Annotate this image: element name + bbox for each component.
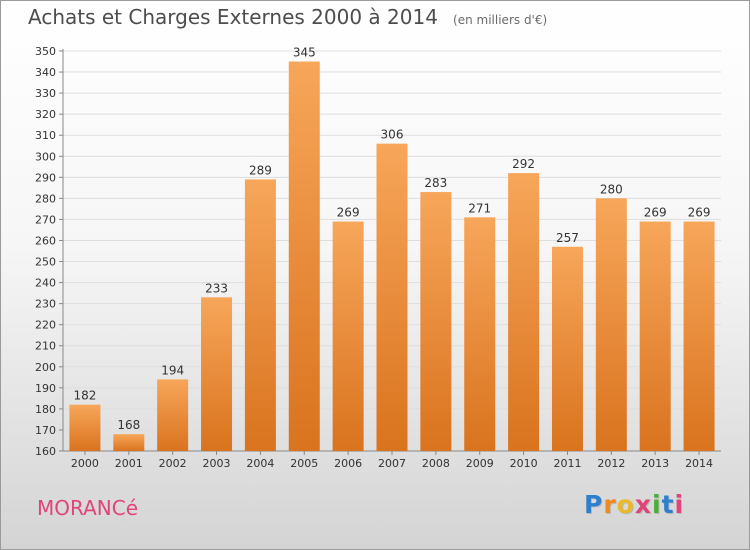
labels: 182 2000 168 2001 194 2002 233 2003 289 2004 345 20… <box>71 46 713 470</box>
bars <box>69 61 715 452</box>
brand-letter: x <box>634 490 652 519</box>
data-label: 306 <box>381 128 404 142</box>
bar <box>639 221 671 451</box>
bar <box>508 173 540 451</box>
data-label: 289 <box>249 163 272 177</box>
x-tick-label: 2014 <box>685 457 713 470</box>
x-tick-label: 2007 <box>378 457 406 470</box>
x-tick-label: 2008 <box>422 457 450 470</box>
y-tick-label: 340 <box>35 66 56 79</box>
data-label: 269 <box>644 206 667 220</box>
y-tick-label: 290 <box>35 171 56 184</box>
y-tick-label: 190 <box>35 382 56 395</box>
brand-letter: r <box>603 490 617 519</box>
y-tick-label: 250 <box>35 256 56 269</box>
data-label: 292 <box>512 157 535 171</box>
y-tick-label: 320 <box>35 108 56 121</box>
x-tick-label: 2013 <box>641 457 669 470</box>
data-label: 233 <box>205 281 228 295</box>
chart-subtitle: (en milliers d'€) <box>453 13 548 27</box>
brand-letter: t <box>661 490 675 519</box>
x-tick-label: 2012 <box>597 457 625 470</box>
bar <box>683 221 715 451</box>
x-tick-label: 2003 <box>203 457 231 470</box>
bar <box>113 434 145 451</box>
x-tick-label: 2005 <box>290 457 318 470</box>
x-tick-label: 2002 <box>159 457 187 470</box>
y-tick-label: 230 <box>35 298 56 311</box>
y-tick-label: 170 <box>35 424 56 437</box>
x-tick-label: 2011 <box>553 457 581 470</box>
y-tick-label: 240 <box>35 277 56 290</box>
x-tick-label: 2006 <box>334 457 362 470</box>
data-label: 269 <box>337 206 360 220</box>
x-tick-label: 2001 <box>115 457 143 470</box>
brand-letter: i <box>674 490 685 519</box>
data-label: 269 <box>688 206 711 220</box>
y-tick-label: 260 <box>35 234 56 247</box>
y-tick-label: 270 <box>35 213 56 226</box>
data-label: 283 <box>424 176 447 190</box>
bar <box>201 297 233 451</box>
data-label: 168 <box>117 418 140 432</box>
y-tick-label: 200 <box>35 361 56 374</box>
x-tick-label: 2004 <box>246 457 274 470</box>
bar <box>376 143 408 451</box>
data-label: 280 <box>600 182 623 196</box>
y-tick-label: 330 <box>35 87 56 100</box>
brand-letter: P <box>584 490 604 519</box>
title-line: Achats et Charges Externes 2000 à 2014 (… <box>28 5 547 29</box>
data-label: 257 <box>556 231 579 245</box>
x-tick-label: 2000 <box>71 457 99 470</box>
y-tick-label: 350 <box>35 45 56 58</box>
y-tick-label: 160 <box>35 445 56 458</box>
y-tick-label: 220 <box>35 319 56 332</box>
bar <box>244 179 276 451</box>
y-tick-label: 180 <box>35 403 56 416</box>
y-tick-label: 310 <box>35 129 56 142</box>
data-label: 194 <box>161 363 184 377</box>
chart-title: Achats et Charges Externes 2000 à 2014 <box>28 5 438 29</box>
y-tick-label: 210 <box>35 340 56 353</box>
brand-logo: Proxiti <box>584 490 684 519</box>
bar <box>69 404 101 451</box>
brand-letter: o <box>616 490 635 519</box>
bar <box>551 246 583 451</box>
x-tick-label: 2009 <box>466 457 494 470</box>
bar <box>157 379 189 451</box>
data-label: 271 <box>468 201 491 215</box>
data-label: 182 <box>73 389 96 403</box>
data-label: 345 <box>293 46 316 60</box>
bar <box>332 221 364 451</box>
location-name: MORANCé <box>37 496 138 520</box>
x-tick-label: 2010 <box>510 457 538 470</box>
bar <box>464 217 496 451</box>
y-tick-label: 280 <box>35 192 56 205</box>
bar <box>420 192 452 452</box>
y-tick-label: 300 <box>35 150 56 163</box>
bar <box>288 61 320 452</box>
brand-letter: i <box>652 490 662 519</box>
bar <box>595 198 627 451</box>
